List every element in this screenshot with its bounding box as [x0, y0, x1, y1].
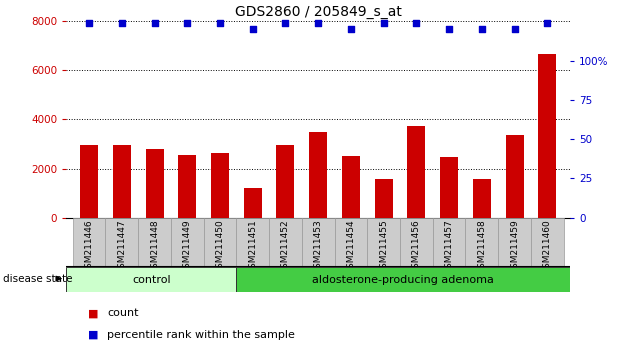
Text: control: control — [132, 275, 171, 285]
Bar — [498, 218, 531, 267]
Bar — [433, 218, 466, 267]
Point — [84, 21, 94, 26]
Text: disease state: disease state — [3, 274, 72, 284]
Text: count: count — [107, 308, 139, 318]
Point — [149, 21, 159, 26]
Point — [248, 26, 258, 32]
Bar — [400, 218, 433, 267]
Bar — [531, 218, 564, 267]
Text: GSM211449: GSM211449 — [183, 219, 192, 274]
Bar — [269, 218, 302, 267]
Bar — [367, 218, 400, 267]
Bar — [335, 218, 367, 267]
Bar — [146, 149, 164, 218]
Bar — [244, 188, 261, 218]
Point — [313, 21, 323, 26]
Text: GSM211458: GSM211458 — [478, 219, 486, 274]
Bar — [408, 126, 425, 218]
Text: GSM211456: GSM211456 — [412, 219, 421, 274]
Bar — [178, 155, 196, 218]
Bar — [236, 218, 269, 267]
Bar — [80, 145, 98, 218]
Bar — [466, 218, 498, 267]
Text: GSM211459: GSM211459 — [510, 219, 519, 274]
Point — [411, 21, 421, 26]
Point — [542, 21, 553, 26]
Text: aldosterone-producing adenoma: aldosterone-producing adenoma — [312, 275, 494, 285]
Point — [117, 21, 127, 26]
Point — [346, 26, 356, 32]
Bar — [277, 145, 294, 218]
Text: percentile rank within the sample: percentile rank within the sample — [107, 330, 295, 339]
Bar — [72, 218, 105, 267]
Point — [182, 21, 192, 26]
Bar — [203, 218, 236, 267]
Bar — [105, 218, 138, 267]
Text: ■: ■ — [88, 308, 99, 318]
Bar — [302, 218, 335, 267]
Text: GSM211460: GSM211460 — [542, 219, 552, 274]
Bar — [236, 267, 570, 292]
Bar — [138, 218, 171, 267]
Text: GSM211454: GSM211454 — [346, 219, 355, 274]
Bar — [171, 218, 203, 267]
Bar — [211, 153, 229, 218]
Bar — [113, 145, 131, 218]
Point — [280, 21, 290, 26]
Bar — [375, 179, 392, 218]
Bar — [66, 267, 236, 292]
Point — [510, 26, 520, 32]
Bar — [538, 54, 556, 218]
Bar — [342, 156, 360, 218]
Text: GSM211452: GSM211452 — [281, 219, 290, 274]
Text: GSM211453: GSM211453 — [314, 219, 323, 274]
Bar — [309, 132, 327, 218]
Bar — [472, 179, 491, 218]
Text: GSM211448: GSM211448 — [150, 219, 159, 274]
Text: GSM211450: GSM211450 — [215, 219, 224, 274]
Text: GSM211457: GSM211457 — [445, 219, 454, 274]
Title: GDS2860 / 205849_s_at: GDS2860 / 205849_s_at — [235, 5, 401, 19]
Bar — [440, 157, 458, 218]
Text: GSM211447: GSM211447 — [117, 219, 126, 274]
Text: GSM211446: GSM211446 — [84, 219, 94, 274]
Bar — [505, 135, 524, 218]
Text: GSM211455: GSM211455 — [379, 219, 388, 274]
Text: GSM211451: GSM211451 — [248, 219, 257, 274]
Text: ■: ■ — [88, 330, 99, 339]
Point — [215, 21, 225, 26]
Point — [379, 21, 389, 26]
Point — [477, 26, 487, 32]
Point — [444, 26, 454, 32]
